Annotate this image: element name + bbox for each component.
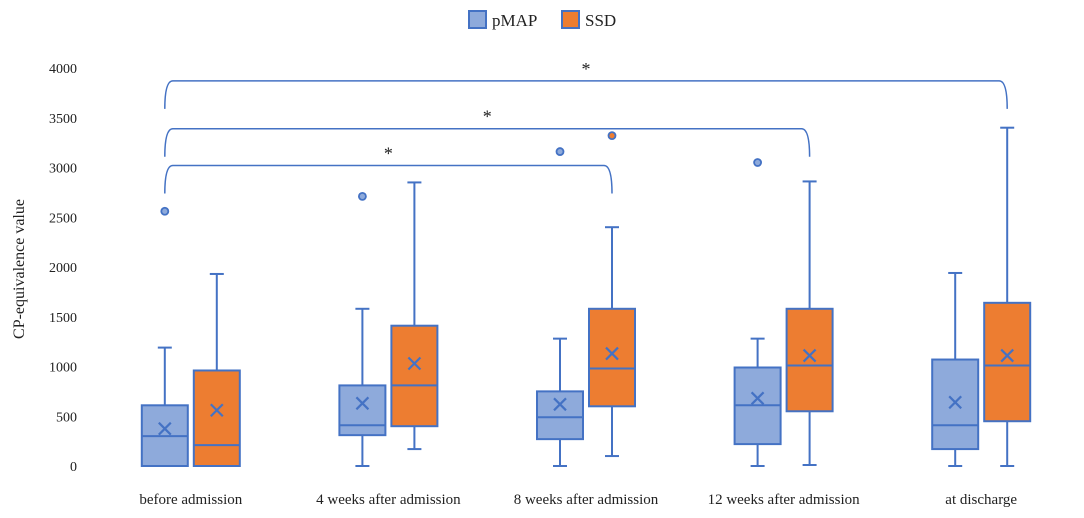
legend-label-ssd: SSD: [585, 11, 616, 30]
mean-marker: [210, 403, 224, 418]
x-axis-labels: before admission 4 weeks after admission 8…: [139, 492, 1017, 508]
box-pmap-4: [931, 271, 980, 467]
x-tick-label: 12 weeks after admission: [708, 492, 861, 508]
iqr-box: [785, 307, 834, 413]
y-tick-label: 2000: [49, 261, 77, 276]
mean-marker: [355, 396, 370, 411]
outlier-point: [753, 158, 762, 167]
significance-star: *: [483, 107, 492, 127]
significance-bracket: [164, 164, 613, 194]
outlier-point: [357, 191, 367, 201]
mean-marker: [158, 421, 172, 436]
box-pmap-1: [338, 191, 387, 467]
mean-marker: [802, 348, 817, 363]
box-ssd-3: [785, 180, 834, 467]
y-tick-label: 1000: [49, 361, 77, 376]
y-axis-ticks: 0 500 1000 1500 2000 2500 3000 3500 4000: [49, 62, 77, 475]
box-pmap-2: [536, 147, 584, 467]
legend-swatch-ssd: [561, 10, 580, 29]
mean-marker: [605, 346, 619, 361]
iqr-box: [192, 369, 241, 468]
iqr-box: [983, 301, 1032, 423]
x-tick-label: at discharge: [945, 492, 1017, 508]
iqr-box: [536, 390, 584, 441]
box-pmap-0: [140, 206, 189, 467]
x-tick-label: before admission: [139, 492, 242, 508]
box-plots: [140, 126, 1032, 468]
iqr-box: [931, 358, 980, 451]
outlier-point: [160, 206, 170, 216]
y-tick-label: 0: [70, 460, 77, 475]
y-axis-title: CP-equivalence value: [11, 199, 28, 339]
mean-marker: [750, 391, 765, 406]
x-tick-label: 8 weeks after admission: [514, 492, 659, 508]
box-ssd-0: [192, 272, 241, 468]
legend-label-pmap: pMAP: [492, 11, 537, 30]
legend: pMAP SSD: [468, 10, 616, 30]
outlier-point: [607, 131, 617, 141]
significance-brackets: * * *: [164, 59, 1008, 194]
iqr-box: [390, 324, 439, 428]
box-ssd-2: [588, 131, 636, 458]
iqr-box: [588, 307, 636, 408]
y-tick-label: 2500: [49, 211, 77, 226]
mean-marker: [553, 397, 567, 412]
significance-bracket: [164, 80, 1008, 109]
y-tick-label: 500: [56, 410, 77, 425]
mean-marker: [407, 356, 422, 371]
outlier-point: [555, 147, 565, 156]
box-ssd-4: [983, 126, 1032, 467]
significance-bracket: [164, 127, 811, 157]
x-tick-label: 4 weeks after admission: [316, 492, 461, 508]
y-tick-label: 3500: [49, 112, 77, 127]
legend-swatch-pmap: [468, 10, 487, 29]
box-ssd-1: [390, 181, 439, 451]
mean-marker: [1000, 348, 1014, 363]
significance-star: *: [582, 59, 591, 79]
box-pmap-3: [733, 158, 782, 467]
mean-marker: [948, 395, 962, 410]
y-tick-label: 1500: [49, 311, 77, 326]
significance-star: *: [384, 144, 393, 164]
iqr-box: [338, 384, 387, 437]
y-tick-label: 3000: [49, 162, 77, 177]
y-tick-label: 4000: [49, 62, 77, 77]
